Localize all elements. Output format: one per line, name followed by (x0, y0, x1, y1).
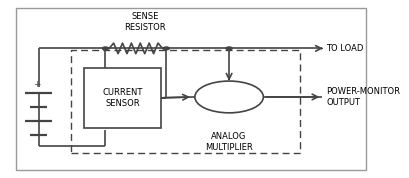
Bar (71, 50, 299, 153)
Circle shape (194, 81, 263, 113)
Text: ANALOG
MULTIPLIER: ANALOG MULTIPLIER (205, 132, 252, 152)
Bar (84, 68, 160, 128)
Circle shape (102, 47, 108, 50)
Text: TO LOAD: TO LOAD (326, 44, 363, 53)
Text: POWER-MONITOR
OUTPUT: POWER-MONITOR OUTPUT (326, 87, 399, 107)
Circle shape (163, 47, 169, 50)
Text: SENSE
RESISTOR: SENSE RESISTOR (124, 12, 166, 32)
Circle shape (225, 47, 231, 50)
Text: +: + (33, 80, 40, 89)
Text: CURRENT
SENSOR: CURRENT SENSOR (102, 88, 142, 108)
